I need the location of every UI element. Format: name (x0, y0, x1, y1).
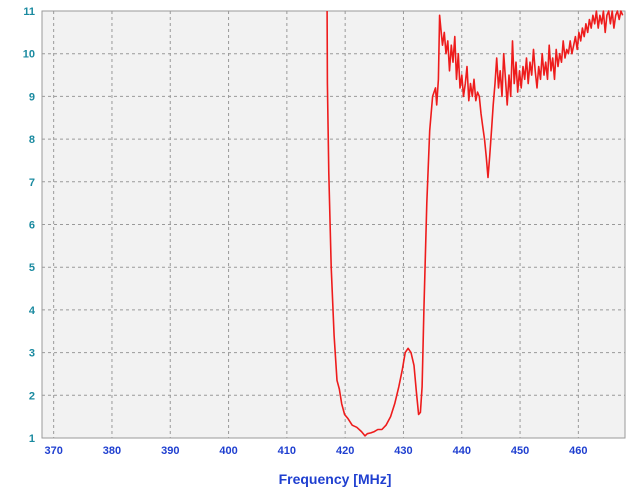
y-tick-label: 11 (23, 6, 35, 18)
y-tick-label: 1 (29, 433, 35, 445)
y-tick-label: 2 (29, 390, 35, 402)
x-tick-label: 370 (44, 445, 62, 457)
y-tick-label: 8 (29, 134, 35, 146)
y-tick-label: 9 (29, 91, 35, 103)
y-tick-label: 10 (23, 49, 35, 61)
grid-lines (42, 11, 625, 438)
x-tick-label: 430 (394, 445, 412, 457)
series-line (326, 10, 624, 437)
y-tick-label: 6 (29, 220, 35, 232)
x-tick-label: 410 (278, 445, 296, 457)
x-tick-label: 450 (511, 445, 529, 457)
y-tick-label: 7 (29, 177, 35, 189)
x-axis-ticks: 370 380 390 400 410 420 430 440 450 460 (44, 445, 587, 457)
x-axis-label: Frequency [MHz] (279, 471, 392, 487)
x-tick-label: 390 (161, 445, 179, 457)
x-tick-label: 380 (103, 445, 121, 457)
x-tick-label: 400 (219, 445, 237, 457)
y-tick-label: 5 (29, 262, 35, 274)
x-tick-label: 420 (336, 445, 354, 457)
y-axis-ticks: 1 2 3 4 5 6 7 8 9 10 11 (23, 6, 36, 445)
x-tick-label: 440 (453, 445, 471, 457)
y-tick-label: 4 (29, 305, 36, 317)
x-tick-label: 460 (569, 445, 587, 457)
y-tick-label: 3 (29, 348, 35, 360)
